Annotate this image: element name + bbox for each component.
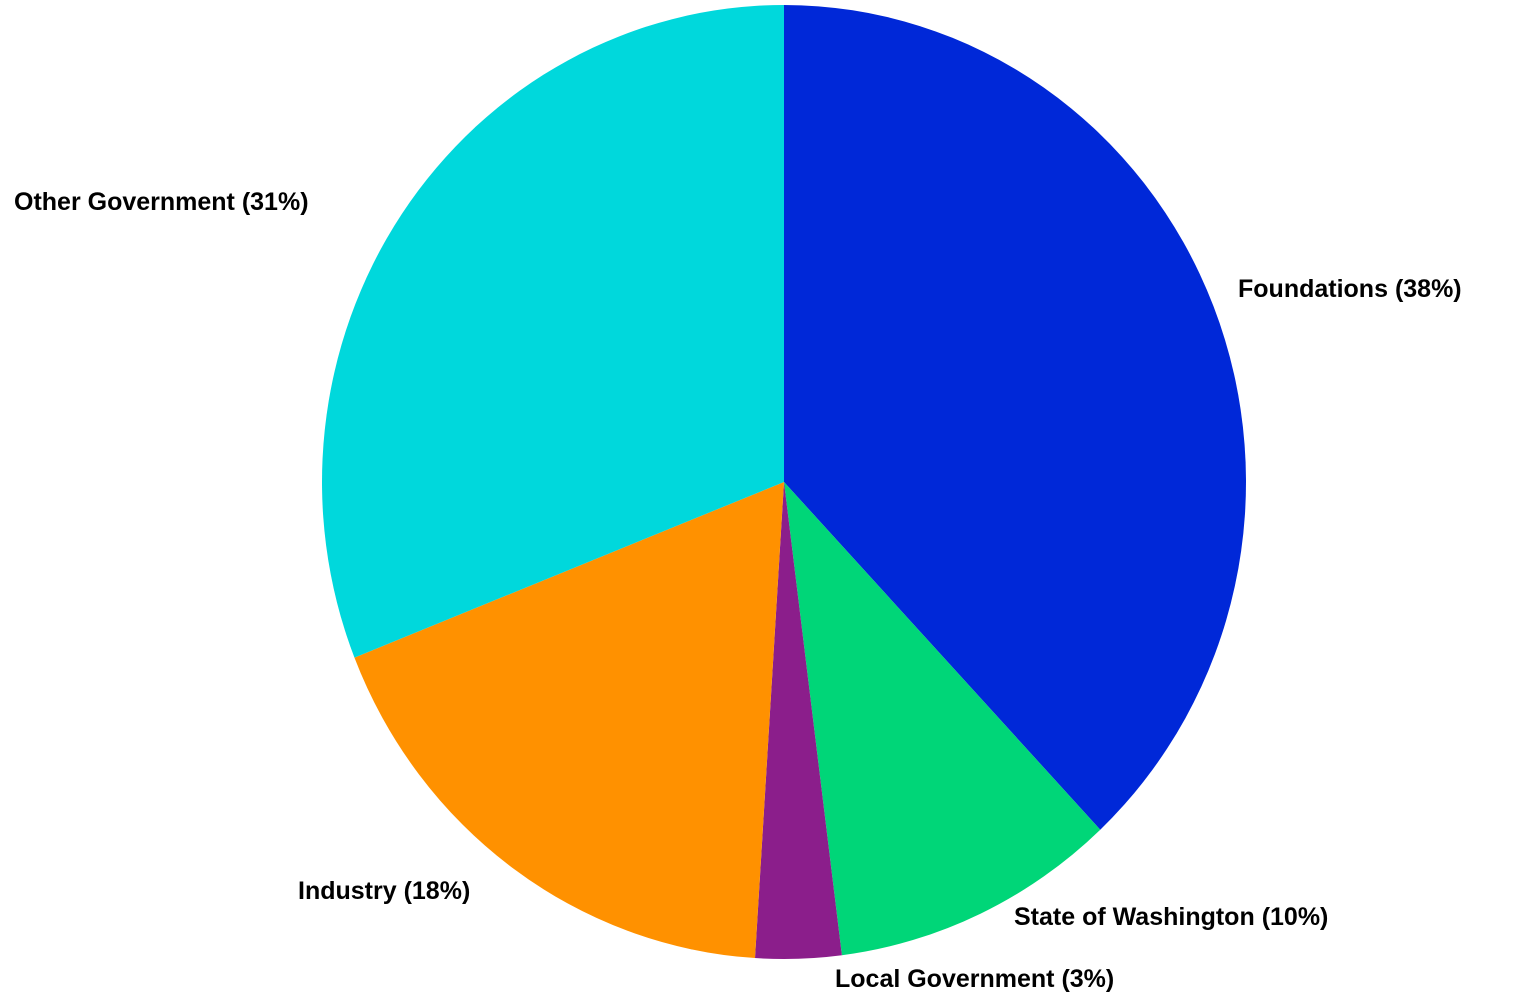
category-label: Foundations — [1238, 275, 1388, 303]
pie-slice — [354, 482, 784, 959]
slice-label: Industry (18%) — [298, 877, 470, 905]
value-label: (31%) — [242, 188, 309, 216]
pie-slice — [784, 5, 1246, 830]
pie-slice — [784, 482, 1101, 956]
value-label: (18%) — [404, 877, 471, 905]
value-label: (10%) — [1262, 903, 1329, 931]
category-label: State of Washington — [1014, 903, 1255, 931]
category-label: Industry — [298, 877, 397, 905]
slice-label: Local Government (3%) — [835, 965, 1114, 993]
category-label: Local Government — [835, 965, 1055, 993]
slice-label: Other Government (31%) — [14, 188, 309, 216]
value-label: (3%) — [1061, 965, 1114, 993]
pie-slice — [321, 5, 784, 658]
category-label: Other Government — [14, 188, 236, 216]
slice-label: State of Washington (10%) — [1014, 903, 1328, 931]
value-label: (38%) — [1395, 275, 1462, 303]
pie-slice — [754, 482, 842, 959]
slice-label: Foundations (38%) — [1238, 275, 1462, 303]
